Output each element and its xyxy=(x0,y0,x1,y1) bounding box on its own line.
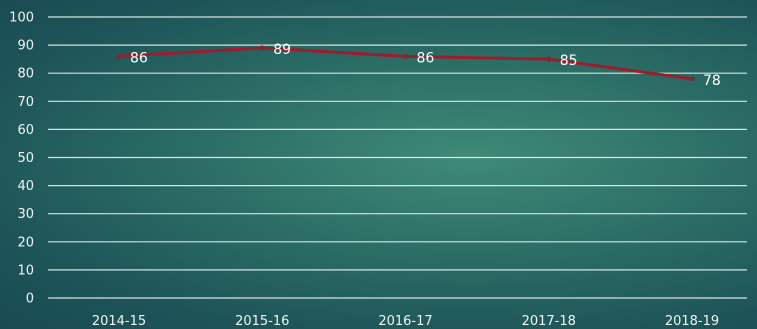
x-tick-label: 2014-15 xyxy=(92,314,146,329)
data-point xyxy=(546,56,552,62)
y-tick-label: 0 xyxy=(26,292,34,307)
y-tick-label: 90 xyxy=(17,39,34,54)
y-tick-label: 20 xyxy=(17,235,34,250)
y-tick-label: 50 xyxy=(17,151,34,166)
series-line xyxy=(117,46,694,81)
data-label: 78 xyxy=(703,73,721,89)
y-tick-label: 100 xyxy=(9,11,34,26)
data-label: 89 xyxy=(273,42,291,58)
y-tick-label: 60 xyxy=(17,123,34,138)
x-axis-tick-labels: 2014-15 2015-16 2016-17 2017-18 2018-19 xyxy=(92,314,719,329)
data-label: 86 xyxy=(417,50,435,66)
x-tick-label: 2018-19 xyxy=(665,314,719,329)
y-tick-label: 10 xyxy=(17,263,34,278)
y-axis-tick-labels: 0 10 20 30 40 50 60 70 80 90 100 xyxy=(9,11,34,307)
y-tick-label: 30 xyxy=(17,207,34,222)
data-point xyxy=(116,53,122,59)
x-tick-label: 2017-18 xyxy=(522,314,576,329)
y-tick-label: 70 xyxy=(17,95,34,110)
data-point xyxy=(259,45,265,51)
data-point xyxy=(689,76,695,82)
y-tick-label: 40 xyxy=(17,179,34,194)
y-tick-label: 80 xyxy=(17,67,34,82)
data-label: 85 xyxy=(560,53,578,69)
gridlines xyxy=(48,16,747,299)
data-point xyxy=(402,53,409,59)
data-labels: 86 89 86 85 78 xyxy=(130,42,721,89)
series-group xyxy=(116,45,695,82)
x-tick-label: 2015-16 xyxy=(235,314,289,329)
data-label: 86 xyxy=(130,50,148,66)
x-tick-label: 2016-17 xyxy=(378,314,432,329)
